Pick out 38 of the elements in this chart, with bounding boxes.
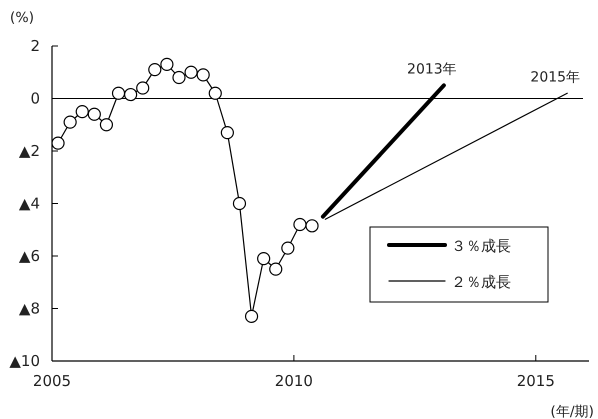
y-tick-label: ▲4 bbox=[18, 194, 40, 212]
annotation: 2015年 bbox=[530, 69, 580, 86]
point bbox=[305, 219, 319, 232]
point bbox=[51, 136, 65, 150]
point bbox=[124, 88, 138, 102]
annotation: 2013年 bbox=[407, 61, 457, 78]
point bbox=[172, 70, 186, 84]
point bbox=[100, 118, 114, 132]
point bbox=[269, 262, 282, 276]
point bbox=[184, 66, 198, 79]
y-tick-label: ▲10 bbox=[9, 352, 40, 370]
point bbox=[232, 196, 246, 210]
legend-label: ３％成長 bbox=[451, 237, 511, 255]
point bbox=[112, 86, 126, 100]
y-tick-label: 2 bbox=[30, 37, 40, 55]
point bbox=[244, 310, 258, 323]
x-tick-label: 2010 bbox=[274, 372, 313, 390]
point bbox=[196, 68, 210, 82]
point bbox=[220, 126, 234, 140]
x-tick-label: 2005 bbox=[32, 372, 72, 390]
point bbox=[293, 218, 307, 232]
x-tick-label: 2015 bbox=[516, 372, 555, 390]
y-tick-label: ▲8 bbox=[18, 300, 40, 318]
point bbox=[257, 252, 270, 266]
point bbox=[281, 242, 294, 255]
x-axis-title: (年/期) bbox=[550, 404, 594, 419]
point bbox=[136, 81, 150, 95]
legend-label: ２％成長 bbox=[451, 273, 511, 291]
y-tick-label: 0 bbox=[30, 90, 40, 108]
point bbox=[88, 108, 101, 121]
y-axis-title: (%) bbox=[10, 10, 34, 26]
y-tick-label: ▲6 bbox=[18, 247, 40, 265]
point bbox=[160, 58, 174, 71]
point bbox=[208, 86, 222, 100]
point bbox=[148, 63, 162, 76]
y-tick-label: ▲2 bbox=[18, 142, 40, 160]
point bbox=[64, 116, 77, 129]
point bbox=[76, 105, 89, 118]
